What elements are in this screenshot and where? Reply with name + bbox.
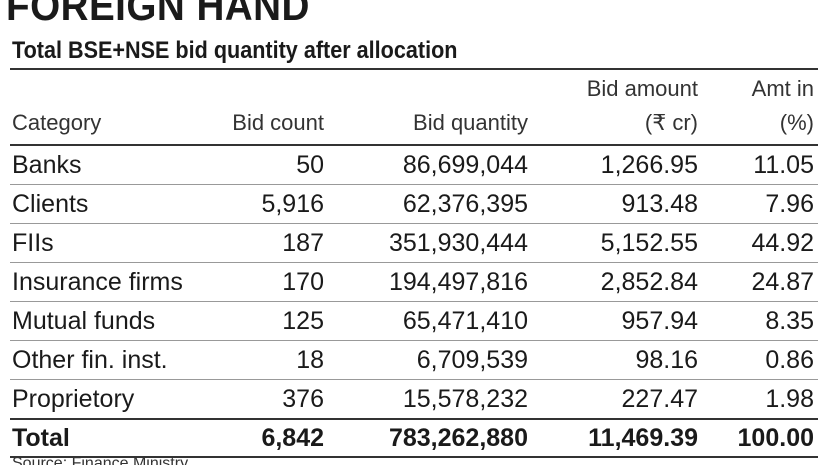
cell-bid-amount: 5,152.55 bbox=[532, 223, 702, 263]
col-header-bid-quantity: Bid quantity bbox=[328, 72, 532, 146]
cell-bid-quantity: 15,578,232 bbox=[328, 379, 532, 420]
table-row: FIIs 187 351,930,444 5,152.55 44.92 bbox=[10, 223, 818, 263]
col-header-category: Category bbox=[10, 72, 210, 146]
total-cell-category: Total bbox=[10, 418, 210, 458]
cell-category: FIIs bbox=[10, 223, 210, 263]
cell-amt-pct: 44.92 bbox=[702, 223, 818, 263]
cell-bid-quantity: 351,930,444 bbox=[328, 223, 532, 263]
col-header-bid-amount-line1: Bid amount bbox=[586, 76, 698, 101]
table-row: Mutual funds 125 65,471,410 957.94 8.35 bbox=[10, 301, 818, 341]
cell-category: Banks bbox=[10, 145, 210, 185]
cell-category: Insurance firms bbox=[10, 262, 210, 302]
cell-bid-quantity: 65,471,410 bbox=[328, 301, 532, 341]
top-rule bbox=[10, 68, 818, 70]
cell-bid-amount: 913.48 bbox=[532, 184, 702, 224]
table-row: Insurance firms 170 194,497,816 2,852.84 24.… bbox=[10, 262, 818, 302]
col-header-bid-amount: Bid amount (₹ cr) bbox=[532, 72, 702, 146]
cell-category: Other fin. inst. bbox=[10, 340, 210, 380]
cell-bid-amount: 98.16 bbox=[532, 340, 702, 380]
headline: FOREIGN HAND bbox=[6, 0, 310, 29]
cell-category: Mutual funds bbox=[10, 301, 210, 341]
cell-bid-count: 187 bbox=[210, 223, 328, 263]
header-row: Category Bid count Bid quantity Bid amou… bbox=[10, 72, 818, 146]
cell-amt-pct: 1.98 bbox=[702, 379, 818, 420]
cell-category: Clients bbox=[10, 184, 210, 224]
col-header-amt-pct: Amt in (%) bbox=[702, 72, 818, 146]
col-header-bid-count-line2: Bid count bbox=[232, 110, 324, 135]
cell-bid-count: 376 bbox=[210, 379, 328, 420]
table-row: Banks 50 86,699,044 1,266.95 11.05 bbox=[10, 145, 818, 185]
table-row: Other fin. inst. 18 6,709,539 98.16 0.86 bbox=[10, 340, 818, 380]
col-header-bid-count-line1 bbox=[212, 72, 324, 106]
col-header-bid-amount-line2: (₹ cr) bbox=[644, 110, 698, 135]
col-header-category-line1 bbox=[12, 72, 206, 106]
cell-bid-count: 125 bbox=[210, 301, 328, 341]
cell-bid-count: 50 bbox=[210, 145, 328, 185]
cell-bid-quantity: 86,699,044 bbox=[328, 145, 532, 185]
cell-bid-quantity: 62,376,395 bbox=[328, 184, 532, 224]
cell-amt-pct: 24.87 bbox=[702, 262, 818, 302]
cell-bid-count: 170 bbox=[210, 262, 328, 302]
total-cell-bid-amount: 11,469.39 bbox=[532, 418, 702, 458]
col-header-bid-quantity-line1 bbox=[330, 72, 528, 106]
table-row: Clients 5,916 62,376,395 913.48 7.96 bbox=[10, 184, 818, 224]
cell-bid-quantity: 6,709,539 bbox=[328, 340, 532, 380]
col-header-bid-quantity-line2: Bid quantity bbox=[413, 110, 528, 135]
cell-bid-amount: 2,852.84 bbox=[532, 262, 702, 302]
total-cell-bid-count: 6,842 bbox=[210, 418, 328, 458]
cell-bid-amount: 957.94 bbox=[532, 301, 702, 341]
cell-category: Proprietory bbox=[10, 379, 210, 420]
total-cell-amt-pct: 100.00 bbox=[702, 418, 818, 458]
total-row: Total 6,842 783,262,880 11,469.39 100.00 bbox=[10, 418, 818, 458]
cell-amt-pct: 11.05 bbox=[702, 145, 818, 185]
cell-amt-pct: 0.86 bbox=[702, 340, 818, 380]
cell-bid-quantity: 194,497,816 bbox=[328, 262, 532, 302]
data-table: Category Bid count Bid quantity Bid amou… bbox=[10, 72, 818, 458]
cell-bid-count: 18 bbox=[210, 340, 328, 380]
col-header-category-line2: Category bbox=[12, 110, 102, 135]
col-header-amt-pct-line1: Amt in bbox=[751, 76, 814, 101]
col-header-amt-pct-line2: (%) bbox=[779, 110, 814, 135]
cell-amt-pct: 8.35 bbox=[702, 301, 818, 341]
cell-bid-amount: 227.47 bbox=[532, 379, 702, 420]
total-cell-bid-quantity: 783,262,880 bbox=[328, 418, 532, 458]
cell-bid-amount: 1,266.95 bbox=[532, 145, 702, 185]
cell-amt-pct: 7.96 bbox=[702, 184, 818, 224]
cell-bid-count: 5,916 bbox=[210, 184, 328, 224]
table-body: Banks 50 86,699,044 1,266.95 11.05 Clients 5,9… bbox=[10, 145, 818, 458]
table-row: Proprietory 376 15,578,232 227.47 1.98 bbox=[10, 379, 818, 420]
col-header-bid-count: Bid count bbox=[210, 72, 328, 146]
subtitle: Total BSE+NSE bid quantity after allocat… bbox=[12, 37, 458, 64]
source-note: Source: Finance Ministry bbox=[12, 455, 189, 465]
